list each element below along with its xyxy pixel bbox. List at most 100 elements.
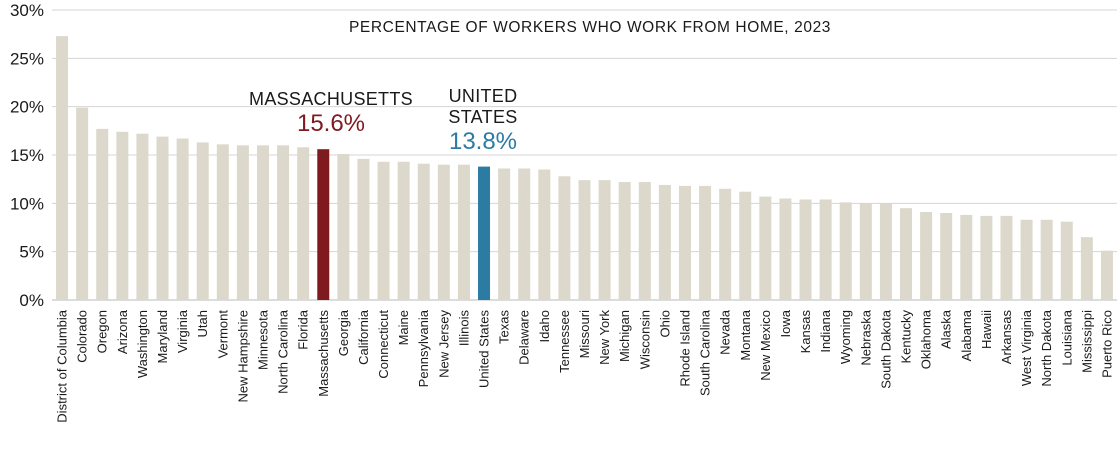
bar-alaska [940, 213, 953, 300]
x-tick-label: Puerto Rico [1099, 310, 1114, 378]
massachusetts-annotation-label: MASSACHUSETTS [249, 89, 413, 109]
bar-united-states [478, 166, 491, 300]
chart-title: PERCENTAGE OF WORKERS WHO WORK FROM HOME… [349, 19, 831, 36]
x-tick-label: Wisconsin [637, 310, 652, 369]
x-tick-label: Massachusetts [316, 310, 331, 397]
x-tick-label: New Jersey [436, 310, 451, 378]
bar-arizona [116, 131, 129, 300]
x-tick-label: Minnesota [255, 309, 270, 370]
bar-hawaii [980, 215, 993, 300]
bar-maryland [156, 136, 169, 300]
bar-missouri [578, 180, 591, 300]
bar-virginia [176, 138, 189, 300]
bar-connecticut [377, 161, 390, 300]
x-tick-label: Mississippi [1079, 310, 1094, 373]
bar-montana [739, 191, 752, 300]
x-tick-label: Georgia [336, 309, 351, 356]
x-tick-label: United States [477, 310, 492, 389]
bar-puerto-rico [1100, 250, 1113, 300]
bar-florida [297, 147, 310, 300]
bar-ohio [658, 184, 671, 300]
united-states-annotation-value: 13.8% [449, 128, 517, 155]
bar-iowa [779, 198, 792, 300]
bar-north-dakota [1040, 219, 1053, 300]
bar-georgia [337, 154, 350, 300]
y-tick-label: 5% [19, 243, 44, 262]
x-tick-label: Illinois [456, 310, 471, 347]
x-tick-label: South Carolina [698, 309, 713, 396]
bar-michigan [618, 182, 631, 300]
bar-louisiana [1060, 221, 1073, 300]
bar-maine [397, 161, 410, 300]
x-tick-label: Washington [135, 310, 150, 378]
x-tick-label: Maine [396, 310, 411, 345]
x-tick-label: Colorado [75, 310, 90, 363]
x-tick-label: Virginia [175, 309, 190, 353]
x-tick-label: Rhode Island [677, 310, 692, 387]
x-tick-label: New Mexico [758, 310, 773, 381]
bar-district-of-columbia [56, 36, 69, 300]
x-tick-label: Missouri [577, 310, 592, 359]
bar-new-mexico [759, 196, 772, 300]
x-tick-label: North Dakota [1039, 309, 1054, 386]
bar-north-carolina [277, 145, 290, 300]
x-tick-label: Vermont [215, 310, 230, 359]
x-tick-label: Arizona [115, 309, 130, 354]
x-tick-label: Tennessee [557, 310, 572, 373]
bar-wyoming [839, 202, 852, 300]
x-tick-label: Ohio [657, 310, 672, 337]
bar-south-dakota [879, 203, 892, 300]
bar-oklahoma [920, 212, 933, 300]
bars [56, 36, 1113, 300]
x-tick-label: Oklahoma [919, 309, 934, 369]
x-tick-label: Indiana [818, 309, 833, 352]
bar-alabama [960, 214, 973, 300]
y-tick-label: 30% [10, 1, 44, 20]
y-axis-ticks: 0% 5% 10% 15% 20% 25% 30% [10, 1, 44, 310]
bar-utah [196, 142, 209, 300]
bar-kansas [799, 199, 812, 300]
bar-arkansas [1000, 215, 1013, 300]
x-tick-label: Wyoming [838, 310, 853, 364]
bar-new-jersey [437, 164, 450, 300]
x-tick-label: Pennsylvania [416, 309, 431, 387]
x-tick-label: Alaska [939, 309, 954, 349]
x-tick-label: Nebraska [858, 309, 873, 365]
bar-mississippi [1080, 237, 1093, 300]
bar-idaho [538, 169, 551, 300]
x-tick-label: Montana [738, 309, 753, 360]
bar-texas [498, 168, 511, 300]
x-tick-label: South Dakota [878, 309, 893, 389]
x-tick-label: Hawaii [979, 310, 994, 349]
y-tick-label: 20% [10, 98, 44, 117]
x-tick-label: Iowa [778, 309, 793, 337]
bar-pennsylvania [417, 163, 430, 300]
bar-wisconsin [638, 182, 651, 300]
bar-south-carolina [699, 185, 712, 300]
x-tick-label: Maryland [155, 310, 170, 363]
massachusetts-annotation: MASSACHUSETTS 15.6% [249, 89, 413, 137]
x-tick-label: North Carolina [276, 309, 291, 394]
x-tick-label: Arkansas [999, 310, 1014, 365]
united-states-annotation: UNITED STATES 13.8% [448, 86, 517, 155]
bar-massachusetts [317, 149, 330, 300]
x-tick-label: Michigan [617, 310, 632, 362]
x-tick-label: Alabama [959, 309, 974, 361]
x-tick-label: Oregon [95, 310, 110, 353]
bar-new-york [598, 180, 611, 300]
bar-delaware [518, 168, 531, 300]
x-tick-label: Kentucky [899, 310, 914, 364]
y-tick-label: 15% [10, 146, 44, 165]
x-tick-label: New York [597, 310, 612, 365]
bar-vermont [216, 144, 229, 300]
bar-indiana [819, 199, 832, 300]
x-tick-label: New Hampshire [235, 310, 250, 402]
bar-new-hampshire [236, 145, 249, 300]
x-tick-label: District of Columbia [55, 309, 70, 422]
bar-washington [136, 133, 149, 300]
y-tick-label: 25% [10, 49, 44, 68]
bar-nebraska [859, 203, 872, 300]
x-tick-label: Idaho [537, 310, 552, 343]
